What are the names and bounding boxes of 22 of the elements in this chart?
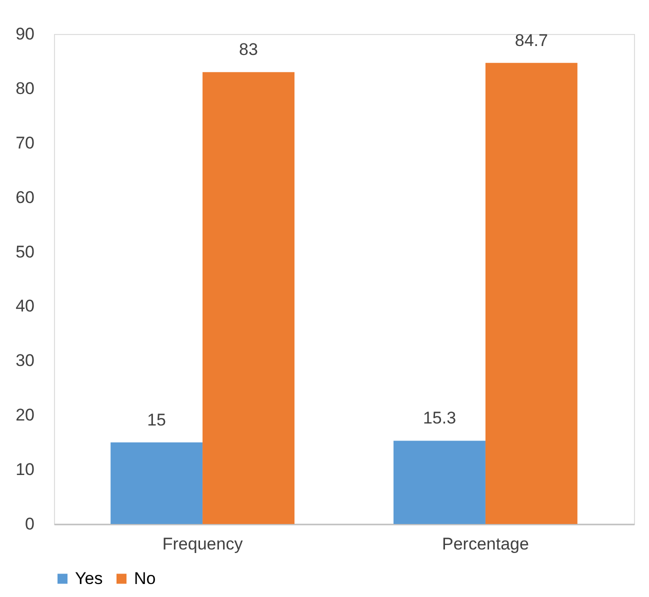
y-tick-label: 0 — [25, 514, 34, 534]
legend-label: Yes — [75, 568, 103, 588]
y-tick-label: 20 — [16, 406, 34, 425]
y-tick-label: 90 — [16, 24, 34, 44]
data-label: 15 — [147, 410, 166, 430]
bar — [485, 62, 578, 524]
bar — [110, 442, 203, 524]
bar — [394, 440, 486, 524]
x-tick-label: Frequency — [162, 534, 244, 554]
x-tick-label: Percentage — [442, 534, 529, 554]
data-label: 84.7 — [514, 30, 548, 50]
y-tick-label: 30 — [16, 351, 34, 370]
y-tick-label: 70 — [16, 133, 34, 152]
legend-label: No — [134, 568, 156, 588]
y-tick-label: 50 — [16, 242, 34, 262]
data-label: 15.3 — [422, 408, 456, 428]
data-label: 83 — [239, 40, 258, 60]
y-tick-label: 10 — [16, 460, 34, 480]
bar — [202, 72, 294, 524]
y-tick-label: 40 — [16, 296, 34, 316]
y-tick-label: 60 — [16, 188, 34, 207]
y-tick-label: 80 — [16, 78, 34, 98]
